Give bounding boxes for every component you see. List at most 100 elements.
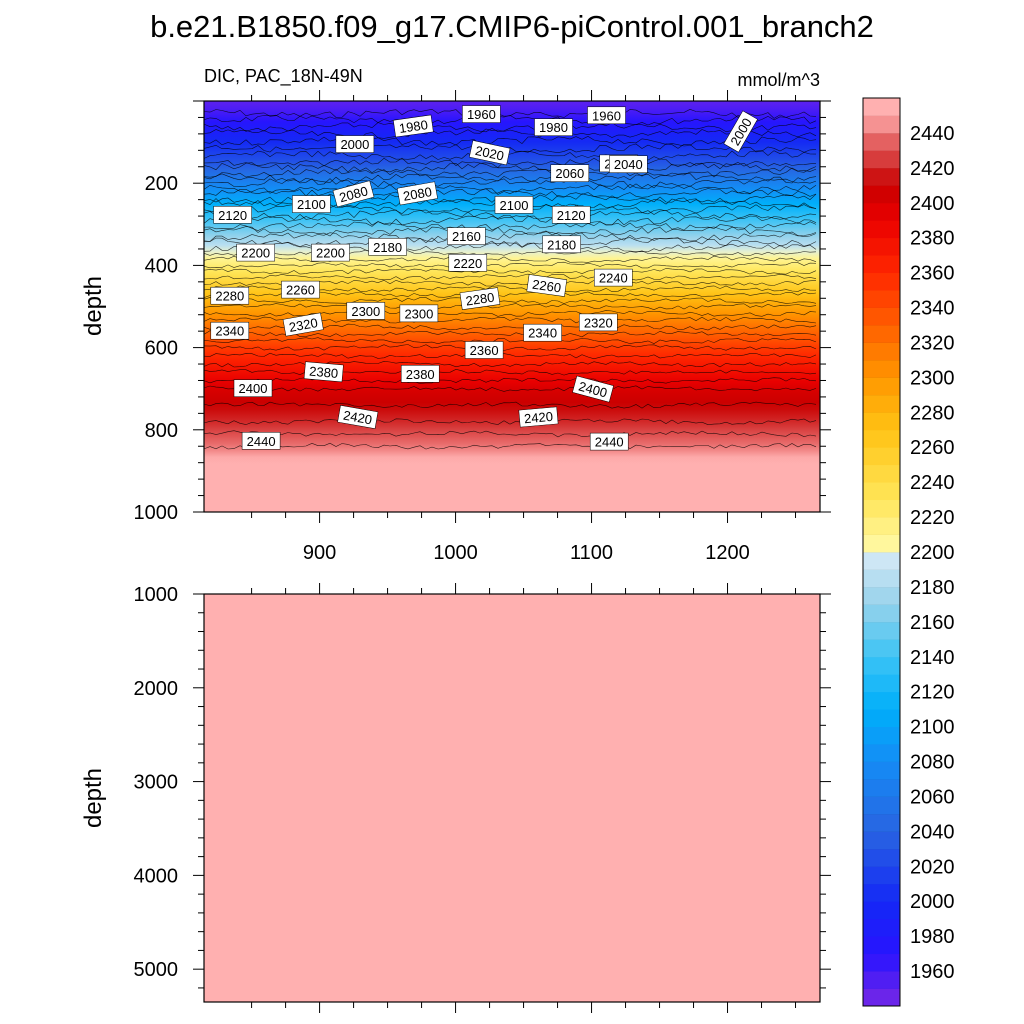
contour-label-box — [400, 365, 440, 383]
contour-label-text: 2420 — [342, 408, 373, 428]
contour-label-text: 2080 — [402, 184, 433, 204]
colorbar-bin — [863, 394, 900, 413]
contour-label-box — [210, 321, 250, 340]
contour-line-1980 — [203, 122, 817, 133]
colorbar-bin — [863, 429, 900, 448]
contour-line-2210 — [203, 255, 817, 263]
contour-label-box — [393, 114, 434, 138]
lower-panel-axes: 1000 2000 3000 4000 5000 — [134, 583, 831, 1013]
y-tick-label: 400 — [145, 255, 178, 277]
colorbar-label: 2320 — [910, 333, 955, 355]
contour-label: 2040 — [609, 155, 648, 173]
contour-label-box — [346, 302, 386, 320]
contour-label-text: 2400 — [239, 381, 268, 396]
y-tick-label: 600 — [145, 338, 178, 360]
contour-line-2290 — [203, 303, 817, 311]
contour-label-box — [551, 206, 591, 224]
colorbar-label: 2120 — [910, 682, 955, 704]
colorbar-label: 2160 — [910, 612, 955, 634]
contour-line-2030 — [203, 157, 817, 168]
contour-label-text: 1960 — [467, 107, 496, 122]
contour-label-text: 2160 — [452, 229, 481, 244]
contour-label-text: 2380 — [309, 364, 339, 381]
contour-label: 2240 — [594, 268, 633, 287]
contour-label: 1980 — [393, 114, 434, 138]
contour-line-2360 — [203, 352, 817, 360]
contour-label-box — [311, 243, 350, 262]
x-tick-label: 1200 — [705, 542, 750, 564]
contour-label-text: 2100 — [500, 198, 529, 213]
colorbar-bin — [863, 639, 900, 658]
y-tick-label: 200 — [145, 173, 178, 195]
contour-label: 2180 — [368, 238, 407, 256]
colorbar: 1960 1980 2000 2020 2040 2060 2080 2100 2120 2140… — [862, 97, 955, 1007]
colorbar-bin — [863, 325, 900, 343]
lower-panel-field — [204, 594, 820, 1002]
contour-label-box — [236, 243, 275, 262]
contour-label-text: 1980 — [398, 117, 429, 136]
contour-label-box — [396, 181, 438, 206]
contour-line-2160 — [203, 226, 817, 237]
contour-line-2070 — [203, 178, 817, 189]
contour-label-box — [534, 118, 573, 136]
contour-label-text: 2060 — [555, 166, 584, 181]
colorbar-label: 2060 — [910, 787, 955, 809]
contour-label-text: 1980 — [539, 120, 568, 135]
upper-panel-contour-labels: 1960196019801980200020002020204020402060… — [210, 105, 758, 451]
colorbar-label: 2280 — [910, 402, 955, 424]
colorbar-label: 2400 — [910, 193, 955, 215]
contour-label: 2120 — [213, 206, 252, 224]
contour-label-box — [337, 405, 379, 429]
contour-label-text: 2280 — [215, 289, 244, 304]
contour-line-2150 — [203, 221, 817, 232]
contour-label-text: 2280 — [465, 290, 496, 309]
contour-label: 2160 — [447, 227, 486, 245]
colorbar-bin — [863, 237, 900, 256]
contour-line-2170 — [203, 231, 817, 242]
colorbar-label: 2220 — [910, 507, 955, 529]
contour-label: 2420 — [518, 406, 559, 428]
contour-line-2430 — [203, 430, 817, 438]
contour-label-box — [518, 406, 559, 428]
colorbar-bin — [863, 656, 900, 675]
lower-panel-frame — [203, 593, 821, 1003]
lower-y-axis-label: depth — [80, 768, 107, 828]
colorbar-bin — [863, 831, 900, 850]
contour-line-2420 — [203, 418, 817, 426]
contour-line-2190 — [203, 242, 817, 253]
contour-label: 2400 — [233, 379, 273, 397]
colorbar-bin — [863, 569, 900, 588]
colorbar-bin — [863, 150, 900, 169]
colorbar-bin — [863, 901, 900, 920]
upper-panel-field — [204, 101, 820, 512]
colorbar-label: 2200 — [910, 542, 955, 564]
contour-line-2340 — [203, 337, 817, 345]
contour-label: 2420 — [337, 405, 379, 429]
colorbar-bin — [863, 883, 900, 902]
colorbar-bin — [863, 691, 900, 710]
colorbar-bin — [863, 202, 900, 221]
contour-line-2040 — [203, 162, 817, 174]
colorbar-label: 2100 — [910, 717, 955, 739]
x-tick-label: 1100 — [570, 542, 613, 564]
contour-line-2240 — [203, 273, 817, 281]
contour-label: 2360 — [464, 341, 504, 359]
colorbar-bin — [863, 534, 900, 553]
colorbar-bin — [863, 674, 900, 693]
colorbar-bin — [863, 517, 900, 535]
colorbar-label: 2420 — [910, 158, 955, 180]
contour-line-1990 — [203, 128, 817, 140]
colorbar-bin — [863, 709, 900, 728]
colorbar-bin — [863, 744, 900, 762]
colorbar-bin — [863, 464, 900, 483]
contour-label-box — [723, 110, 758, 153]
contour-line-2230 — [203, 268, 817, 275]
variable-label: DIC, PAC_18N-49N — [204, 66, 363, 87]
colorbar-bin — [863, 779, 900, 797]
contour-label-box — [210, 286, 250, 305]
upper-panel-shading — [204, 101, 820, 512]
contour-line-2080 — [203, 183, 817, 194]
contour-line-2280 — [203, 297, 817, 305]
contour-line-2330 — [203, 330, 817, 338]
contour-label: 2320 — [282, 312, 324, 337]
